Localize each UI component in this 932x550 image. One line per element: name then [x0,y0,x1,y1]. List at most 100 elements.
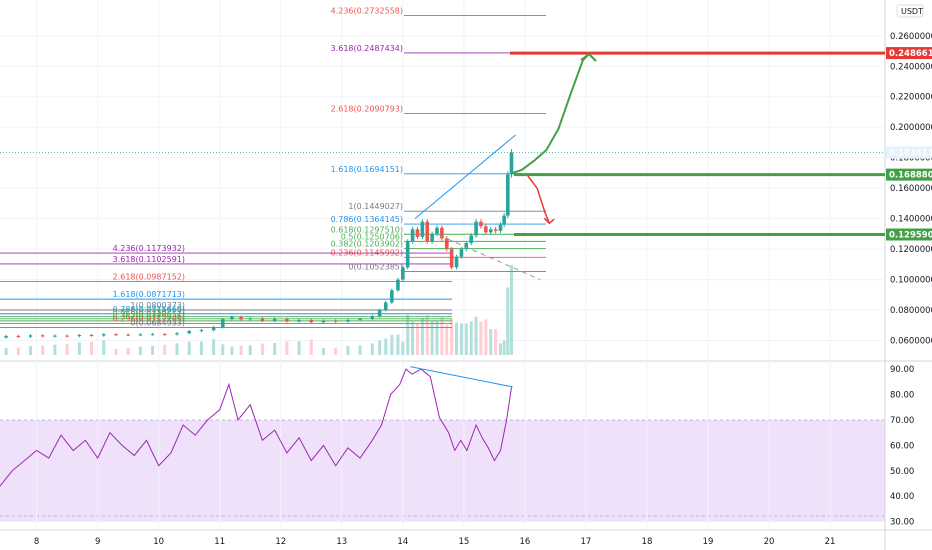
volume-bar [502,340,506,355]
current-price-tag [886,146,932,159]
candle-body [272,318,277,321]
fib-upper-label: 2.618(0.2090793) [331,104,403,113]
fib-lower-label: 1(0.0800373) [130,301,185,310]
candle-body [175,333,179,335]
candle-body [150,334,155,336]
price-tick: 0.1000000 [890,276,932,286]
volume-bar [16,347,20,355]
volume-bar [430,320,434,355]
volume-bar [358,345,362,355]
candle-body [346,319,350,322]
bearish-arrowhead [543,217,555,225]
candle-body [430,233,434,242]
time-tick: 19 [703,537,714,547]
time-tick: 16 [519,537,530,547]
fib-lower-label: 0(0.0684933) [130,319,185,328]
volume-bar [396,334,400,355]
currency-label: USDT [901,7,923,16]
fibonacci-levels: 4.236(0.2732558) 3.618(0.2487434) 2.618(0.… [0,7,546,329]
candle-body [377,310,382,317]
rising-trendline [414,134,517,220]
rsi-tick: 70.00 [890,416,914,426]
time-tick: 15 [458,537,469,547]
candle-body [415,229,420,237]
rsi-axis[interactable]: 90.00 80.00 70.00 60.00 50.00 40.00 30.0… [890,365,914,528]
candle-body [459,249,464,257]
volume-bar [221,344,225,355]
volume-bar [248,345,252,355]
time-tick: 13 [336,537,347,547]
candle-body [390,290,394,303]
dashed-projection-line [439,234,541,281]
candle-body [484,226,488,233]
time-tick: 10 [153,537,164,547]
candle-body [464,243,469,250]
candle-body [16,335,21,337]
volume-bar [346,346,350,355]
volume-bar [440,316,444,355]
fib-lower-label: 4.236(0.1173932) [113,244,185,253]
candle-body [420,221,425,237]
price-tick: 0.1800000 [890,154,932,164]
candle-body [396,279,400,291]
fib-lower-label: 0.236(0.0712185) [113,314,185,323]
rsi-tick: 60.00 [890,441,914,451]
candle-body [449,249,454,268]
price-tick: 0.1400000 [890,215,932,225]
time-tick: 12 [275,537,286,547]
candle-body [101,334,106,336]
currency-badge[interactable] [896,4,924,18]
candle-body [502,215,506,225]
volume-bar [459,323,463,355]
target-price-tag [886,47,932,60]
time-axis[interactable]: 8 9 10 11 12 13 14 15 16 17 18 19 20 21 [34,537,836,547]
grid-lines [0,0,885,530]
volume-bar [498,343,502,355]
candle-body [383,302,388,311]
drawings [0,51,885,281]
support-price-text: 0.1688806 [889,171,932,181]
candle-body [370,316,375,319]
rsi-tick: 80.00 [890,391,914,401]
volume-bars [4,265,513,355]
candle-body [454,256,459,268]
volume-bar [187,341,191,355]
candle-body [498,224,503,231]
candle-body [65,335,69,337]
candle-body [488,229,493,233]
candle-body [260,318,265,321]
candle-body [114,334,118,336]
fib-lower-label: 3.618(0.1102591) [113,255,185,264]
retest-price-tag [886,228,932,241]
retest-price-text: 0.1295900 [889,230,932,240]
fib-upper-label: 3.618(0.2487434) [331,44,403,53]
time-tick: 9 [95,537,100,547]
fib-lower-label: 0.786(0.0775669) [113,305,185,314]
volume-bar [464,323,468,355]
candle-body [28,335,33,337]
candle-body [230,316,234,320]
volume-bar [401,341,405,355]
candle-body [509,152,514,175]
volume-bar [297,341,301,355]
price-axis[interactable]: 0.2600000 0.2400000 0.2200000 0.2000000 … [890,32,932,347]
rsi-tick: 50.00 [890,467,914,477]
volume-bar [102,340,106,355]
volume-bar [163,344,167,355]
candle-body [425,221,430,242]
rsi-band [0,419,885,522]
volume-bar [479,321,483,355]
target-price-text: 0.2486618 [889,49,932,59]
candle-body [40,335,45,337]
bullish-arrowhead [580,52,597,62]
volume-bar [370,343,374,355]
volume-bar [151,345,155,355]
time-tick: 8 [34,537,39,547]
candle-body [187,331,192,334]
fib-lower-label: 0.5(0.0742657) [123,310,185,319]
support-price-tag [886,168,932,181]
volume-bar [474,316,478,355]
volume-bar [445,324,449,355]
candle-body [474,221,478,236]
